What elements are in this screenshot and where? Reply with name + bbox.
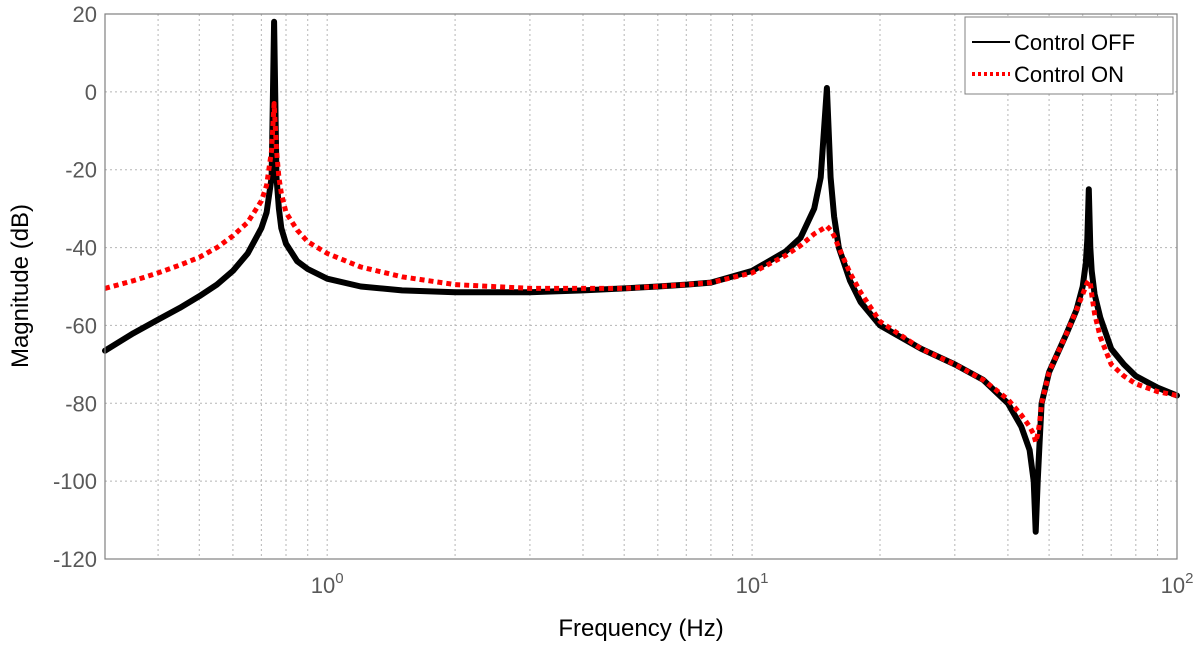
y-tick-label: 20: [73, 2, 97, 27]
y-tick-label: -100: [53, 469, 97, 494]
x-tick-label: 100: [311, 570, 344, 598]
plot-area-frame: [104, 13, 1178, 560]
series-layer: [102, 18, 1180, 535]
legend: Control OFF Control ON: [964, 16, 1174, 95]
x-axis-label: Frequency (Hz): [558, 615, 723, 642]
x-tick-label: 102: [1161, 570, 1194, 598]
y-tick-label: -80: [65, 391, 97, 416]
legend-label-control-on: Control ON: [1014, 62, 1124, 87]
y-tick-label: -40: [65, 236, 97, 261]
x-tick-label: 101: [736, 570, 769, 598]
series-line-control-off: [102, 18, 1180, 535]
y-axis-label: Magnitude (dB): [7, 204, 34, 368]
y-tick-labels: 20 0 -20 -40 -60 -80 -100 -120: [53, 2, 97, 572]
y-tick-label: -120: [53, 547, 97, 572]
y-tick-label: -60: [65, 313, 97, 338]
y-tick-label: -20: [65, 158, 97, 183]
y-tick-label: 0: [85, 80, 97, 105]
legend-box: [964, 16, 1174, 95]
legend-label-control-off: Control OFF: [1014, 30, 1135, 55]
series-line-control-on: [104, 101, 1178, 445]
x-tick-labels: 100 101 102: [311, 570, 1194, 598]
